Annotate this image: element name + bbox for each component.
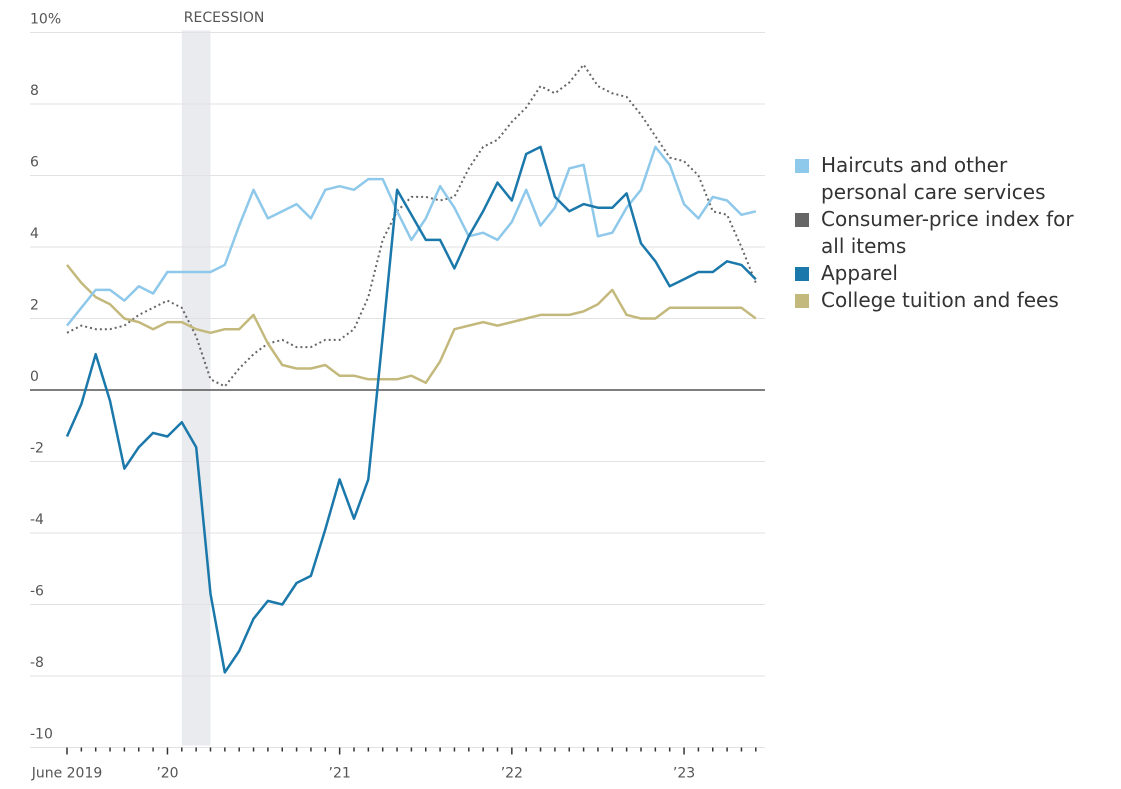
x-tick-label: ’23 [673, 766, 695, 782]
legend-label: College tuition and fees [821, 288, 1059, 312]
legend-item: Consumer-price index for all items [795, 206, 1095, 260]
y-tick-label: 0 [30, 369, 39, 385]
series-line [66, 63, 757, 388]
x-tick-label: June 2019 [31, 766, 103, 782]
y-tick-label: 8 [30, 83, 39, 99]
legend-label: Apparel [821, 261, 898, 285]
y-tick-label: -2 [30, 441, 44, 457]
recession-band [181, 30, 211, 746]
legend-swatch [795, 294, 809, 308]
y-tick-label: -8 [30, 655, 44, 671]
recession-label: RECESSION [184, 10, 265, 26]
x-tick-label: ’22 [501, 766, 523, 782]
series-line [66, 145, 757, 327]
legend-swatch [795, 267, 809, 281]
legend-item: College tuition and fees [795, 287, 1095, 314]
legend: Haircuts and other personal care service… [795, 152, 1095, 314]
y-tick-label: 10% [30, 12, 61, 28]
legend-swatch [795, 213, 809, 227]
y-tick-label: 4 [30, 226, 39, 242]
y-tick-label: -10 [30, 727, 53, 743]
series-line [66, 264, 757, 385]
legend-item: Haircuts and other personal care service… [795, 152, 1095, 206]
legend-label: Haircuts and other personal care service… [821, 153, 1046, 204]
legend-label: Consumer-price index for all items [821, 207, 1074, 258]
x-tick-label: ’21 [329, 766, 351, 782]
y-tick-label: 2 [30, 298, 39, 314]
series-line [65, 145, 757, 674]
y-tick-label: 6 [30, 155, 39, 171]
y-tick-label: -6 [30, 584, 44, 600]
x-tick-label: ’20 [156, 766, 178, 782]
legend-item: Apparel [795, 260, 1095, 287]
y-tick-label: -4 [30, 512, 44, 528]
legend-swatch [795, 159, 809, 173]
